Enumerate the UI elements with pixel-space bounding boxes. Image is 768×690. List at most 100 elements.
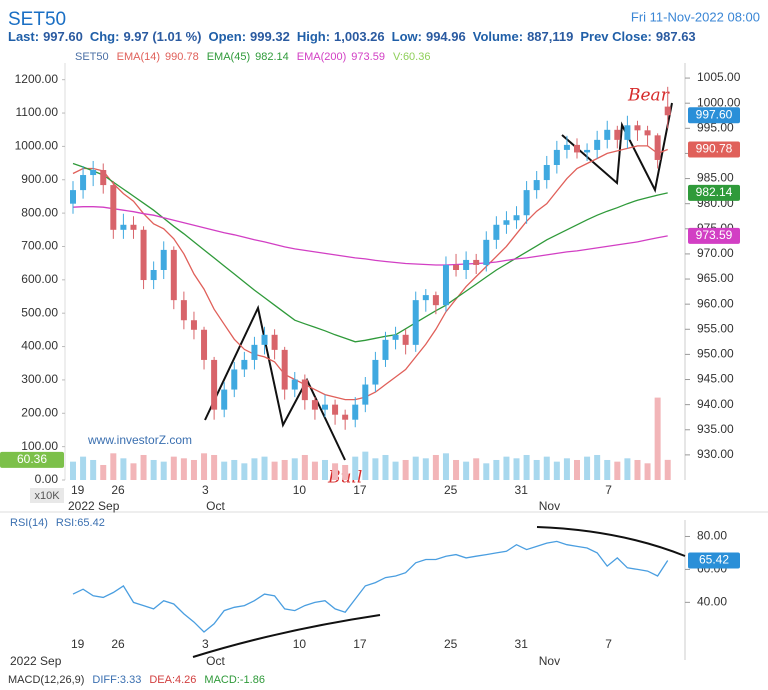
stat-label: Prev Close:: [580, 29, 652, 44]
candle-body: [584, 149, 591, 153]
y-tick-label: 300.00: [21, 372, 58, 386]
volume-bar: [644, 463, 651, 480]
candle-body: [261, 334, 268, 345]
volume-bar: [301, 454, 308, 480]
volume-bar: [523, 454, 530, 480]
legend-entry: EMA(200): [297, 51, 347, 63]
candle-body: [574, 144, 580, 153]
volume-bar: [533, 459, 540, 480]
legend-entry: EMA(14): [117, 51, 160, 63]
y2-tick-label: 935.00: [697, 422, 734, 436]
volume-bar: [624, 458, 631, 480]
stat-label: Low:: [392, 29, 422, 44]
x-tick-label: 3: [202, 637, 209, 651]
volume-bar: [110, 453, 117, 480]
candle-body: [180, 300, 187, 321]
volume-bar: [281, 459, 288, 480]
macd-item: MACD(12,26,9): [8, 674, 84, 686]
last-price-tag: 997.60: [696, 107, 733, 121]
volume-bar: [160, 461, 167, 480]
candle-body: [453, 264, 460, 270]
x-tick-label: 26: [111, 483, 125, 497]
candle-body: [503, 220, 510, 225]
macd-header: MACD(12,26,9) DIFF:3.33 DEA:4.26 MACD:-1.86: [8, 674, 265, 686]
y2-tick-label: 970.00: [697, 246, 734, 260]
candle-body: [301, 379, 308, 401]
y-tick-label: 1100.00: [16, 105, 59, 119]
volume-bar: [503, 456, 510, 480]
stat-value: 1,003.26: [334, 29, 385, 44]
volume-bar: [190, 459, 197, 480]
stat-label: Open:: [208, 29, 246, 44]
candle-body: [483, 239, 490, 265]
candle-body: [150, 269, 157, 281]
x-tick-label: 7: [605, 637, 612, 651]
rsi-tag-box: [688, 552, 740, 569]
volume-bar: [463, 461, 470, 480]
rsi-tick-label: 80.00: [697, 529, 727, 543]
candle-body: [473, 259, 480, 265]
candle-body: [392, 334, 399, 340]
volume-bar: [211, 454, 218, 480]
month-label: 2022 Sep: [68, 499, 120, 513]
candle-body: [523, 190, 530, 216]
candle-body: [231, 369, 238, 390]
candle-body: [513, 215, 520, 221]
y2-tick-label: 1000.00: [697, 95, 741, 109]
y2-tick-label: 950.00: [697, 347, 734, 361]
candle-body: [553, 149, 560, 165]
stat-label: High:: [297, 29, 330, 44]
y2-tick-label: 1005.00: [697, 70, 741, 84]
price-tag-box: [688, 141, 740, 158]
volume-bar: [332, 463, 339, 480]
volume-bar: [634, 459, 641, 480]
candle-body: [493, 224, 500, 240]
candle-body: [170, 249, 177, 301]
candle-body: [332, 404, 339, 415]
volume-bar: [594, 454, 601, 480]
x-tick-label: 31: [515, 637, 529, 651]
rsi-header: RSI(14) RSI:65.42: [10, 517, 105, 529]
volume-bar: [664, 459, 671, 480]
volume-bar: [311, 461, 318, 480]
volume-bar: [261, 456, 268, 480]
candle-body: [604, 129, 611, 140]
volume-bar: [100, 464, 107, 480]
x-tick-label: 26: [111, 637, 125, 651]
ema-line: [72, 162, 668, 343]
volume-bar: [291, 458, 298, 480]
legend-value: 973.59: [351, 51, 385, 63]
candle-body: [322, 404, 328, 410]
y-tick-label: 700.00: [21, 239, 58, 253]
candle-body: [251, 344, 258, 360]
price-tag: 982.14: [696, 185, 733, 199]
candle-body: [100, 170, 107, 186]
candle-body: [543, 164, 550, 181]
volume-bar: [584, 456, 591, 480]
volume-bar: [453, 459, 460, 480]
price-tag: 973.59: [696, 228, 733, 242]
candle-body: [614, 129, 621, 140]
y-tick-label: 600.00: [21, 272, 58, 286]
candle-body: [190, 320, 197, 330]
volume-bar: [654, 397, 661, 480]
candle-body: [372, 359, 379, 385]
legend-symbol: SET50: [75, 51, 109, 63]
volume-bar: [352, 456, 359, 480]
stat-value: 999.32: [250, 29, 290, 44]
candle-body: [382, 339, 389, 360]
volume-bar: [362, 451, 369, 480]
x-tick-label: 31: [515, 483, 529, 497]
candle-body: [241, 359, 248, 370]
x-tick-label: 19: [71, 483, 85, 497]
candle-body: [70, 190, 76, 204]
macd-item: DIFF:3.33: [92, 674, 141, 686]
x-tick-label: 25: [444, 637, 458, 651]
candle-body: [402, 334, 409, 345]
volume-bar: [392, 461, 399, 480]
stat-label: Last:: [8, 29, 39, 44]
stat-value: 994.96: [426, 29, 466, 44]
candle-body: [422, 295, 429, 301]
candle-body: [130, 224, 137, 230]
candle-body: [442, 264, 449, 306]
